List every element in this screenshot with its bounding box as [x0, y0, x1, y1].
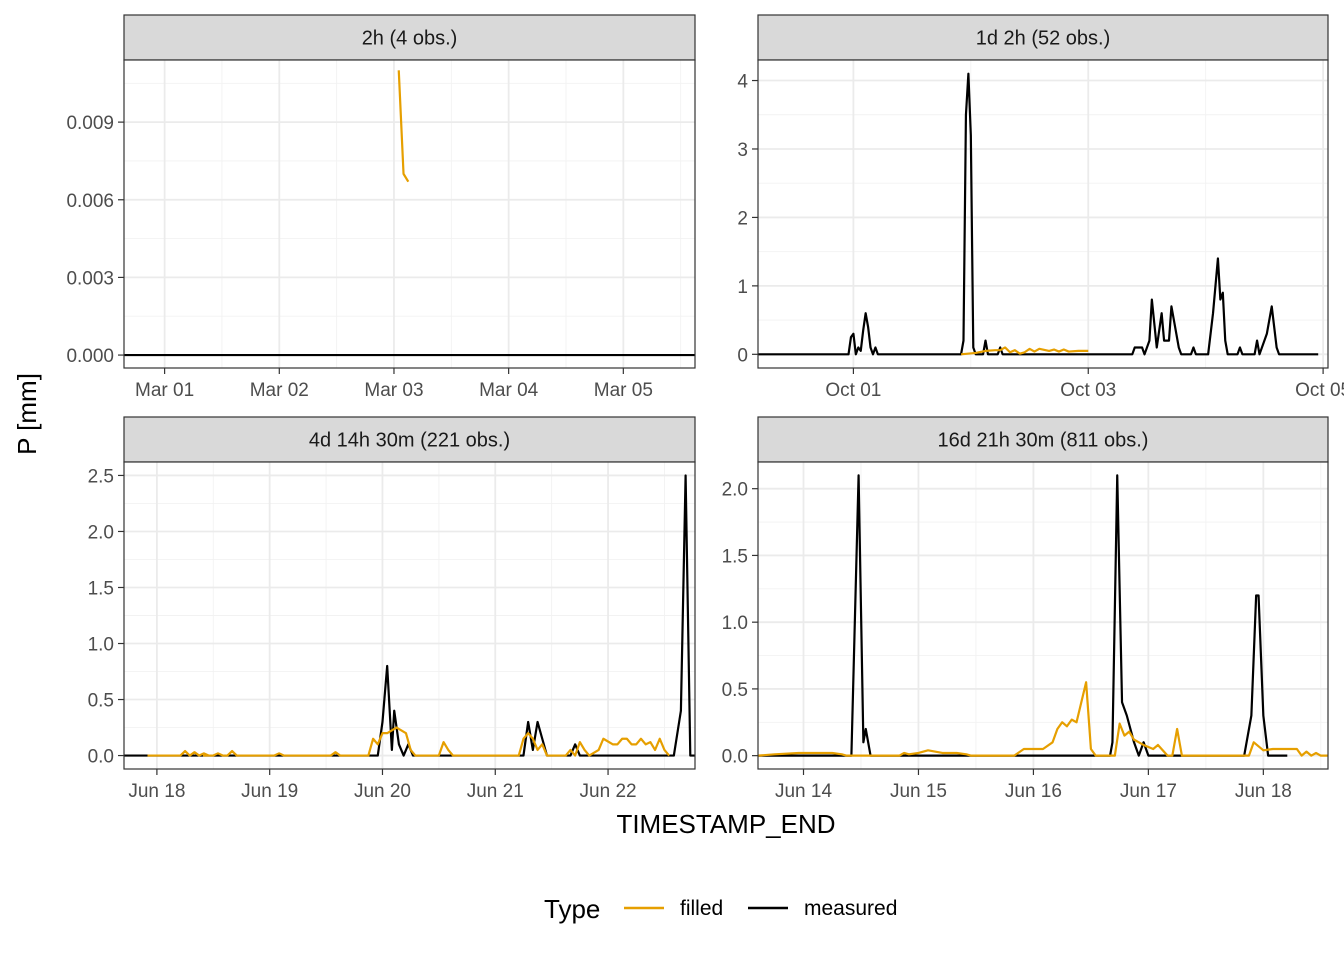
- panel-border: [757, 461, 1329, 770]
- y-tick-label: 1.0: [88, 635, 114, 656]
- y-tick-label: 2: [737, 208, 748, 229]
- gridlines: [758, 462, 1328, 769]
- y-tick-label: 0.006: [66, 191, 114, 212]
- panel-strip: [123, 14, 696, 61]
- panel-title: 4d 14h 30m (221 obs.): [309, 430, 510, 452]
- panel-plot-area: [124, 60, 695, 368]
- x-tick-label: Mar 03: [364, 380, 423, 401]
- series-line-measured: [758, 474, 1288, 757]
- x-tick-label: Oct 05: [1295, 380, 1344, 401]
- x-tick-label: Jun 21: [467, 781, 524, 802]
- legend-label-measured: measured: [804, 897, 897, 920]
- x-tick-label: Jun 16: [1005, 781, 1062, 802]
- panel-2: 1d 2h (52 obs.) Oct 01 Oct 03 Oct 05 0 1 2 3 4: [737, 14, 1344, 401]
- panel-title: 16d 21h 30m (811 obs.): [938, 430, 1149, 452]
- x-tick-label: Oct 01: [825, 380, 881, 401]
- x-tick-label: Mar 01: [135, 380, 194, 401]
- x-tick-label: Mar 04: [479, 380, 539, 401]
- panel-strip: [123, 416, 696, 463]
- panel-strip: [757, 14, 1329, 61]
- y-tick-label: 0.009: [66, 113, 114, 134]
- y-tick-label: 0.0: [722, 747, 748, 768]
- series-line-filled: [147, 726, 670, 757]
- x-tick-label: Jun 14: [775, 781, 832, 802]
- series-line-filled: [397, 70, 410, 183]
- y-tick-label: 1: [737, 277, 748, 298]
- y-tick-label: 0.5: [88, 691, 114, 712]
- series-line-measured: [758, 72, 1319, 356]
- legend-label-filled: filled: [680, 897, 723, 920]
- panel-title: 1d 2h (52 obs.): [976, 28, 1111, 50]
- x-tick-label: Jun 18: [1235, 781, 1292, 802]
- y-tick-label: 0.003: [66, 268, 114, 289]
- panel-plot-area: [758, 60, 1328, 368]
- y-tick-label: 0.5: [722, 680, 748, 701]
- series-group: [758, 72, 1319, 356]
- y-tick-label: 0: [737, 345, 748, 366]
- panel-title: 2h (4 obs.): [362, 28, 458, 50]
- series-line-filled: [960, 346, 1089, 356]
- x-tick-label: Jun 20: [354, 781, 411, 802]
- legend-title: Type: [544, 894, 600, 924]
- gridlines: [758, 60, 1328, 368]
- series-group: [124, 474, 695, 757]
- y-tick-label: 2.0: [88, 522, 114, 543]
- x-axis-title: TIMESTAMP_END: [616, 809, 835, 839]
- series-line-filled: [758, 681, 1328, 757]
- panel-border: [757, 59, 1329, 369]
- series-group: [124, 70, 695, 357]
- y-tick-label: 3: [737, 140, 748, 161]
- panel-border: [123, 461, 696, 770]
- x-tick-label: Oct 03: [1060, 380, 1116, 401]
- x-tick-label: Jun 17: [1120, 781, 1177, 802]
- y-tick-label: 1.0: [722, 613, 748, 634]
- panel-plot-area: [758, 462, 1328, 769]
- y-tick-label: 1.5: [88, 578, 114, 599]
- series-group: [758, 474, 1328, 757]
- y-axis-title: P [mm]: [12, 373, 42, 455]
- y-tick-label: 1.5: [722, 546, 748, 567]
- legend: Type filled measured: [544, 894, 897, 924]
- y-tick-label: 2.0: [722, 480, 748, 501]
- y-tick-label: 0.0: [88, 747, 114, 768]
- x-tick-label: Mar 05: [594, 380, 653, 401]
- y-tick-label: 2.5: [88, 466, 114, 487]
- x-tick-label: Mar 02: [250, 380, 309, 401]
- panel-3: 4d 14h 30m (221 obs.) Jun 18 Jun 19 Jun 20 J…: [88, 416, 696, 802]
- panel-strip: [757, 416, 1329, 463]
- y-tick-label: 4: [737, 72, 748, 93]
- x-tick-label: Jun 18: [128, 781, 185, 802]
- x-tick-label: Jun 22: [580, 781, 637, 802]
- panel-border: [123, 59, 696, 369]
- x-tick-label: Jun 15: [890, 781, 947, 802]
- panel-4: 16d 21h 30m (811 obs.) Jun 14 Jun 15 Jun 16…: [722, 416, 1329, 802]
- panel-1: 2h (4 obs.) Mar 01 Mar 02 Mar 03 Mar 04 Mar 0…: [66, 14, 696, 401]
- y-tick-label: 0.000: [66, 346, 114, 367]
- x-tick-label: Jun 19: [241, 781, 298, 802]
- panels-group: 2h (4 obs.) Mar 01 Mar 02 Mar 03 Mar 04 Mar 0…: [66, 14, 1344, 802]
